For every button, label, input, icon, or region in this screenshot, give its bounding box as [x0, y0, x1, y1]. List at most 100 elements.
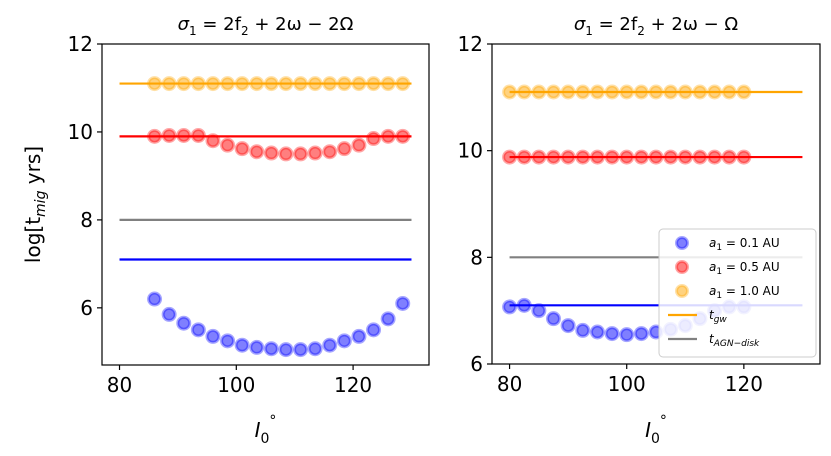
xlabel-sub: 0: [260, 431, 269, 447]
legend-post: = 0.5 AU: [722, 260, 780, 274]
data-point-series0-3: [546, 311, 561, 327]
data-point-series1-12: [322, 144, 338, 160]
data-point-series2-16: [380, 76, 396, 92]
data-point-series1-1: [516, 149, 532, 165]
data-point-series1-14: [351, 137, 367, 153]
y-tick-label: 10: [458, 139, 483, 163]
data-point-series0-1: [161, 306, 177, 322]
data-point-series1-11: [663, 149, 679, 165]
x-tick-label: 100: [217, 373, 255, 397]
x-tick-label: 80: [497, 372, 522, 396]
data-point-series2-12: [322, 76, 338, 92]
legend-sub: gw: [714, 315, 728, 325]
xlabel-main: I: [645, 418, 651, 442]
y-axis-label: log[tmig yrs]: [21, 146, 49, 263]
data-point-series2-7: [604, 84, 620, 100]
data-point-series1-9: [278, 146, 294, 162]
xlabel-sub: 0: [651, 431, 660, 447]
data-point-series0-16: [380, 311, 396, 327]
data-point-series0-13: [336, 333, 352, 349]
data-point-series1-10: [293, 146, 309, 162]
legend-sub: 1: [716, 291, 722, 301]
data-point-series2-15: [366, 76, 382, 92]
y-tick-label: 10: [68, 120, 93, 144]
data-point-series2-9: [633, 84, 649, 100]
data-point-series2-8: [619, 84, 635, 100]
legend-pre: a: [709, 236, 716, 250]
data-point-series1-11: [307, 145, 323, 161]
chart-title: σ1 = 2f2 + 2ω − Ω: [574, 14, 739, 38]
data-point-series2-11: [307, 76, 323, 92]
data-point-series1-13: [692, 149, 708, 165]
data-point-series2-4: [205, 76, 221, 92]
data-point-series0-5: [575, 322, 591, 338]
data-point-series2-1: [516, 84, 532, 100]
xlabel-sup: °: [660, 413, 667, 429]
data-point-series0-17: [395, 295, 411, 311]
ylabel-pre: log[t: [21, 217, 45, 263]
y-tick-label: 8: [470, 245, 483, 269]
legend-label-3: tgw: [709, 308, 727, 325]
axes-frame: [101, 43, 430, 366]
data-point-series2-8: [263, 76, 279, 92]
data-point-series2-13: [692, 84, 708, 100]
data-point-series2-14: [707, 84, 723, 100]
data-point-series0-10: [293, 342, 309, 358]
legend-box: [658, 228, 817, 358]
ylabel-post: yrs]: [21, 146, 45, 191]
data-point-series0-6: [589, 324, 605, 340]
data-point-series2-15: [721, 84, 737, 100]
data-point-series0-0: [502, 299, 518, 315]
data-point-series0-2: [531, 303, 547, 319]
data-point-series2-1: [161, 76, 177, 92]
data-point-series2-16: [736, 84, 752, 100]
x-axis-label: I0°: [255, 413, 277, 447]
data-point-series2-2: [176, 76, 192, 92]
data-point-series0-14: [351, 328, 367, 344]
data-point-series1-16: [736, 149, 752, 165]
data-point-series2-9: [278, 76, 294, 92]
x-tick-label: 120: [334, 373, 372, 397]
data-point-series2-11: [663, 84, 679, 100]
y-tick-label: 8: [80, 208, 93, 232]
data-point-series1-2: [531, 149, 547, 165]
legend-pre: a: [709, 284, 716, 298]
legend-sub: AGN−disk: [713, 339, 760, 349]
data-point-series2-5: [575, 84, 591, 100]
data-point-series0-9: [633, 326, 649, 342]
title-sub1: 1: [189, 24, 197, 38]
legend-label-1: a1 = 0.5 AU: [709, 260, 780, 277]
data-point-series0-11: [307, 341, 323, 357]
data-point-series1-16: [380, 128, 396, 144]
title-rhs: = 2f: [593, 14, 638, 35]
title-sigma: σ: [574, 14, 586, 35]
ylabel-sub: mig: [33, 190, 49, 217]
data-point-series1-2: [176, 127, 192, 143]
data-point-series1-12: [677, 149, 693, 165]
title-sub2: 2: [241, 24, 249, 38]
legend-label-4: tAGN−disk: [709, 332, 760, 349]
x-tick-label: 120: [725, 372, 763, 396]
data-point-series1-7: [249, 144, 265, 160]
data-point-series2-3: [546, 84, 561, 100]
data-point-series1-7: [604, 149, 620, 165]
data-point-series1-3: [546, 149, 561, 165]
data-point-series0-7: [604, 326, 620, 342]
chart-title: σ1 = 2f2 + 2ω − 2Ω: [178, 14, 354, 38]
data-point-series1-10: [648, 149, 664, 165]
x-tick-label: 100: [608, 372, 646, 396]
legend-pre: a: [709, 260, 716, 274]
data-point-series1-15: [721, 149, 737, 165]
y-tick-label: 6: [80, 296, 93, 320]
legend-marker-1: [675, 260, 689, 274]
data-point-series2-13: [336, 76, 352, 92]
data-point-series0-7: [249, 339, 265, 355]
legend-post: = 1.0 AU: [722, 284, 780, 298]
data-point-series1-17: [395, 128, 411, 144]
data-point-series1-1: [161, 127, 177, 143]
data-point-series2-7: [249, 76, 265, 92]
data-point-series1-5: [575, 149, 591, 165]
